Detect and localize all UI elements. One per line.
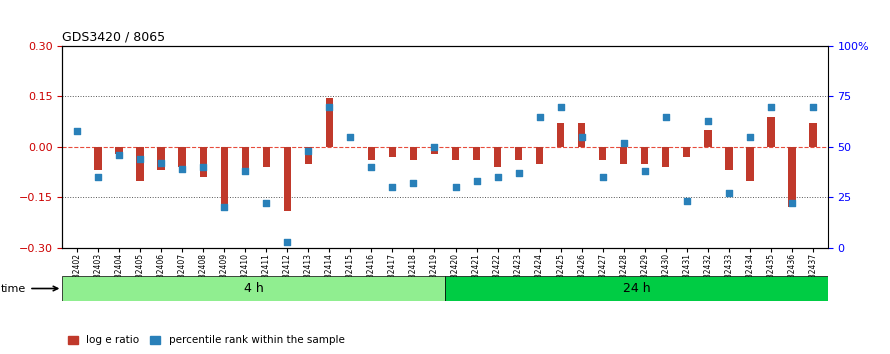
- Bar: [536, 147, 543, 164]
- FancyBboxPatch shape: [445, 276, 828, 301]
- Bar: [158, 147, 165, 171]
- Point: [722, 190, 736, 196]
- Bar: [452, 147, 459, 160]
- Point: [617, 140, 631, 146]
- Bar: [662, 147, 669, 167]
- Point: [259, 201, 273, 206]
- Point: [659, 114, 673, 120]
- Point: [449, 184, 463, 190]
- Point: [469, 178, 483, 184]
- Bar: [515, 147, 522, 160]
- Point: [805, 104, 820, 109]
- Bar: [389, 147, 396, 157]
- Bar: [136, 147, 144, 181]
- Bar: [263, 147, 270, 167]
- Bar: [199, 147, 206, 177]
- Point: [427, 144, 441, 150]
- Point: [743, 134, 757, 140]
- Bar: [557, 124, 564, 147]
- Bar: [620, 147, 627, 164]
- Point: [133, 156, 147, 162]
- Point: [301, 148, 315, 154]
- Bar: [725, 147, 732, 171]
- Text: GDS3420 / 8065: GDS3420 / 8065: [62, 30, 166, 44]
- Bar: [241, 147, 249, 174]
- Point: [785, 201, 799, 206]
- Point: [364, 164, 378, 170]
- Bar: [431, 147, 438, 154]
- Bar: [326, 98, 333, 147]
- FancyBboxPatch shape: [62, 276, 445, 301]
- Bar: [409, 147, 417, 160]
- Point: [280, 239, 295, 245]
- Point: [112, 152, 126, 158]
- Point: [554, 104, 568, 109]
- Bar: [494, 147, 501, 167]
- Point: [595, 175, 610, 180]
- Bar: [94, 147, 101, 171]
- Point: [175, 166, 190, 172]
- Point: [637, 168, 651, 174]
- Bar: [704, 130, 711, 147]
- Bar: [767, 117, 774, 147]
- Point: [217, 205, 231, 210]
- Point: [764, 104, 778, 109]
- Bar: [684, 147, 691, 157]
- Point: [196, 164, 210, 170]
- Point: [407, 181, 421, 186]
- Point: [512, 170, 526, 176]
- Point: [70, 128, 85, 133]
- Point: [490, 175, 505, 180]
- Bar: [578, 124, 586, 147]
- Bar: [179, 147, 186, 167]
- Point: [322, 104, 336, 109]
- Legend: log e ratio, percentile rank within the sample: log e ratio, percentile rank within the …: [68, 335, 344, 345]
- Bar: [599, 147, 606, 160]
- Text: 24 h: 24 h: [622, 282, 651, 295]
- Text: 4 h: 4 h: [244, 282, 263, 295]
- Bar: [809, 124, 817, 147]
- Bar: [221, 147, 228, 207]
- Bar: [116, 147, 123, 154]
- Point: [532, 114, 546, 120]
- Point: [91, 175, 105, 180]
- Point: [680, 199, 694, 204]
- Bar: [304, 147, 312, 164]
- Text: time: time: [1, 284, 58, 293]
- Point: [239, 168, 253, 174]
- Bar: [641, 147, 649, 164]
- Bar: [368, 147, 375, 160]
- Point: [700, 118, 715, 124]
- Bar: [473, 147, 481, 160]
- Point: [575, 134, 589, 140]
- Point: [385, 184, 400, 190]
- Bar: [284, 147, 291, 211]
- Bar: [789, 147, 796, 207]
- Point: [154, 160, 168, 166]
- Point: [344, 134, 358, 140]
- Bar: [746, 147, 754, 181]
